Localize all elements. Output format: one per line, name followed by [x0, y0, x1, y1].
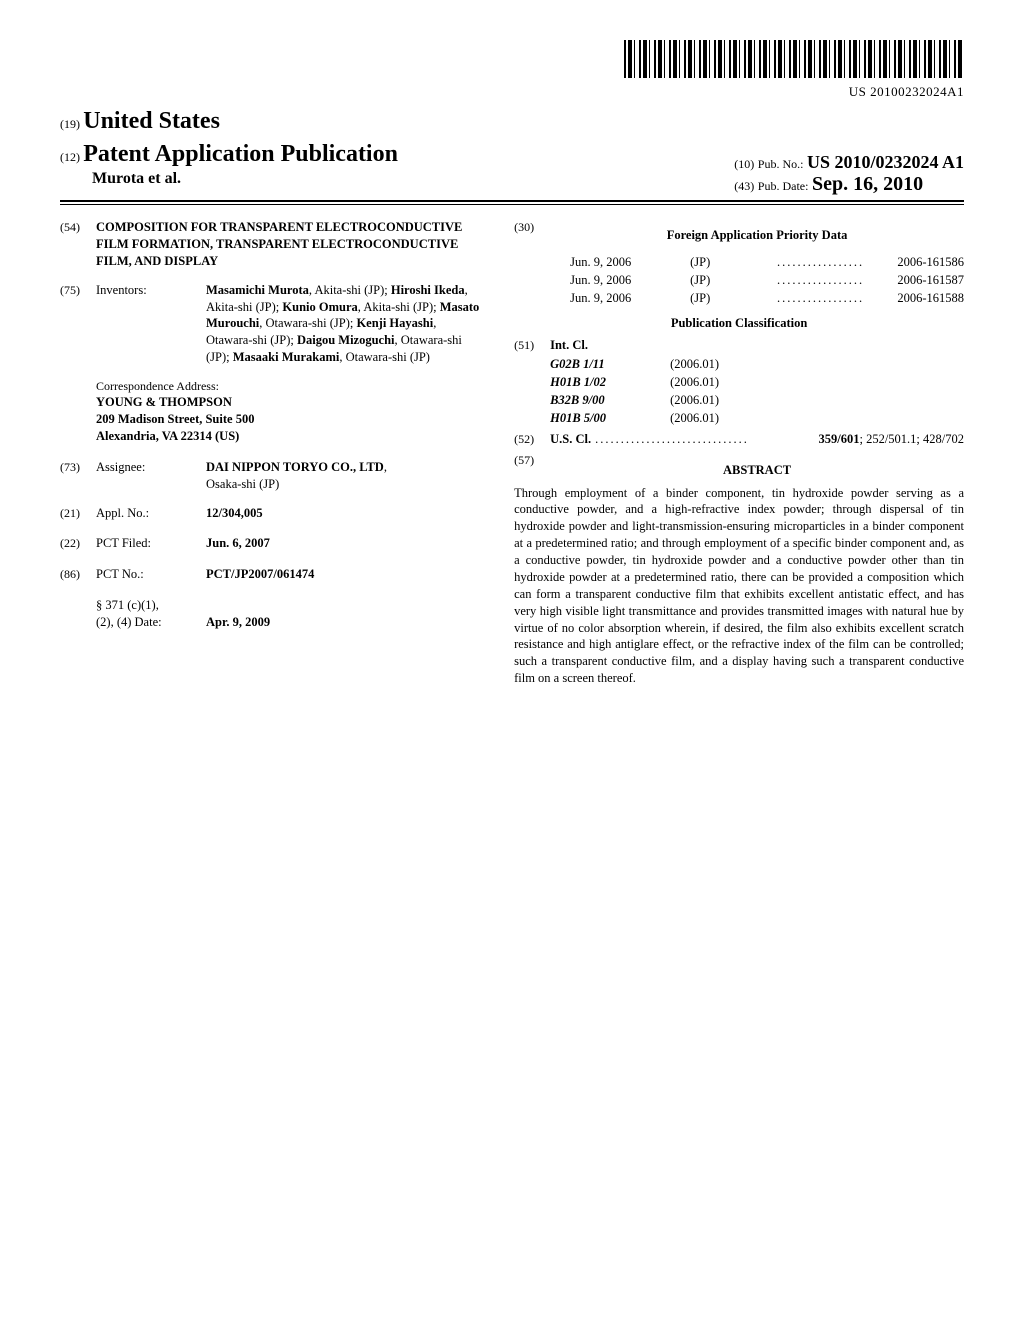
intcl-label: Int. Cl.: [550, 338, 588, 352]
pubno-label: Pub. No.:: [758, 157, 804, 171]
priority-row: Jun. 9, 2006(JP)........................…: [514, 272, 964, 289]
abstract-body: Through employment of a binder component…: [514, 485, 964, 688]
abstract-code: (57): [514, 452, 550, 485]
uscl-field: (52) U.S. Cl. ..........................…: [514, 431, 964, 448]
pubdate-label: Pub. Date:: [758, 179, 809, 193]
left-column: (54) COMPOSITION FOR TRANSPARENT ELECTRO…: [60, 219, 484, 687]
uscl-dots: ..............................: [595, 431, 814, 448]
title-field: (54) COMPOSITION FOR TRANSPARENT ELECTRO…: [60, 219, 484, 270]
country-name: United States: [83, 108, 220, 134]
applno-label: Appl. No.:: [96, 505, 206, 522]
title-text: COMPOSITION FOR TRANSPARENT ELECTROCONDU…: [96, 219, 484, 270]
pubdate: Sep. 16, 2010: [812, 173, 923, 195]
intcl-code: (51): [514, 337, 550, 354]
pubclass-heading: Publication Classification: [514, 315, 964, 332]
correspondence-body: YOUNG & THOMPSON209 Madison Street, Suit…: [96, 394, 484, 445]
header-row: (19) United States (12) Patent Applicati…: [60, 108, 964, 196]
divider-thick: [60, 200, 964, 202]
intcl-row: H01B 1/02(2006.01): [550, 374, 964, 391]
s371-label2: (2), (4) Date:: [96, 614, 206, 631]
priority-row: Jun. 9, 2006(JP)........................…: [514, 254, 964, 271]
inventors-list: Masamichi Murota, Akita-shi (JP); Hirosh…: [206, 282, 484, 366]
uscl-code: (52): [514, 431, 550, 448]
intcl-row: H01B 5/00(2006.01): [550, 410, 964, 427]
header-left: (19) United States (12) Patent Applicati…: [60, 108, 398, 196]
pctno: PCT/JP2007/061474: [206, 567, 314, 581]
barcode-graphic: [624, 40, 964, 78]
pctno-field: (86) PCT No.: PCT/JP2007/061474: [60, 566, 484, 583]
pctfiled-field: (22) PCT Filed: Jun. 6, 2007: [60, 535, 484, 552]
assignee-field: (73) Assignee: DAI NIPPON TORYO CO., LTD…: [60, 459, 484, 493]
authors-etal: Murota et al.: [92, 170, 181, 187]
applno-code: (21): [60, 505, 96, 522]
pubno-code: (10): [734, 157, 754, 171]
inventors-code: (75): [60, 282, 96, 366]
barcode-number: US 20100232024A1: [849, 84, 964, 99]
intcl-row: B32B 9/00(2006.01): [550, 392, 964, 409]
pctfiled-label: PCT Filed:: [96, 535, 206, 552]
uscl-label: U.S. Cl.: [550, 431, 591, 448]
assignee-code: (73): [60, 459, 96, 493]
barcode-section: US 20100232024A1: [60, 40, 964, 100]
uscl-value: 359/601; 252/501.1; 428/702: [818, 431, 964, 448]
applno: 12/304,005: [206, 506, 263, 520]
intcl-rows: G02B 1/11(2006.01)H01B 1/02(2006.01)B32B…: [550, 356, 964, 427]
applno-field: (21) Appl. No.: 12/304,005: [60, 505, 484, 522]
s371-date: Apr. 9, 2009: [206, 615, 270, 629]
assignee-loc: Osaka-shi (JP): [206, 477, 279, 491]
assignee-body: DAI NIPPON TORYO CO., LTD, Osaka-shi (JP…: [206, 459, 484, 493]
correspondence-label: Correspondence Address:: [96, 378, 484, 394]
intcl-field: (51) Int. Cl.: [514, 337, 964, 354]
pctfiled-date: Jun. 6, 2007: [206, 536, 270, 550]
header-right: (10) Pub. No.: US 2010/0232024 A1 (43) P…: [734, 152, 964, 196]
foreign-priority-field: (30) Foreign Application Priority Data: [514, 219, 964, 250]
title-code: (54): [60, 219, 96, 270]
right-column: (30) Foreign Application Priority Data J…: [514, 219, 964, 687]
s371-label1: § 371 (c)(1),: [96, 597, 484, 614]
priority-rows: Jun. 9, 2006(JP)........................…: [514, 254, 964, 307]
priority-row: Jun. 9, 2006(JP)........................…: [514, 290, 964, 307]
abstract-field: (57) ABSTRACT: [514, 452, 964, 485]
foreign-code: (30): [514, 219, 550, 250]
pubno: US 2010/0232024 A1: [807, 152, 964, 172]
pctno-code: (86): [60, 566, 96, 583]
divider-thin: [60, 204, 964, 205]
pubdate-code: (43): [734, 179, 754, 193]
assignee-name: DAI NIPPON TORYO CO., LTD: [206, 460, 384, 474]
foreign-heading: Foreign Application Priority Data: [550, 227, 964, 244]
main-columns: (54) COMPOSITION FOR TRANSPARENT ELECTRO…: [60, 219, 964, 687]
intcl-row: G02B 1/11(2006.01): [550, 356, 964, 373]
pub-type: Patent Application Publication: [83, 141, 398, 167]
pub-type-code: (12): [60, 150, 80, 164]
inventors-label: Inventors:: [96, 282, 206, 366]
s371-block: § 371 (c)(1), (2), (4) Date: Apr. 9, 200…: [96, 597, 484, 631]
assignee-label: Assignee:: [96, 459, 206, 493]
pctfiled-code: (22): [60, 535, 96, 552]
pctno-label: PCT No.:: [96, 566, 206, 583]
abstract-heading: ABSTRACT: [550, 462, 964, 479]
country-code: (19): [60, 117, 80, 131]
correspondence-block: Correspondence Address: YOUNG & THOMPSON…: [96, 378, 484, 445]
inventors-field: (75) Inventors: Masamichi Murota, Akita-…: [60, 282, 484, 366]
